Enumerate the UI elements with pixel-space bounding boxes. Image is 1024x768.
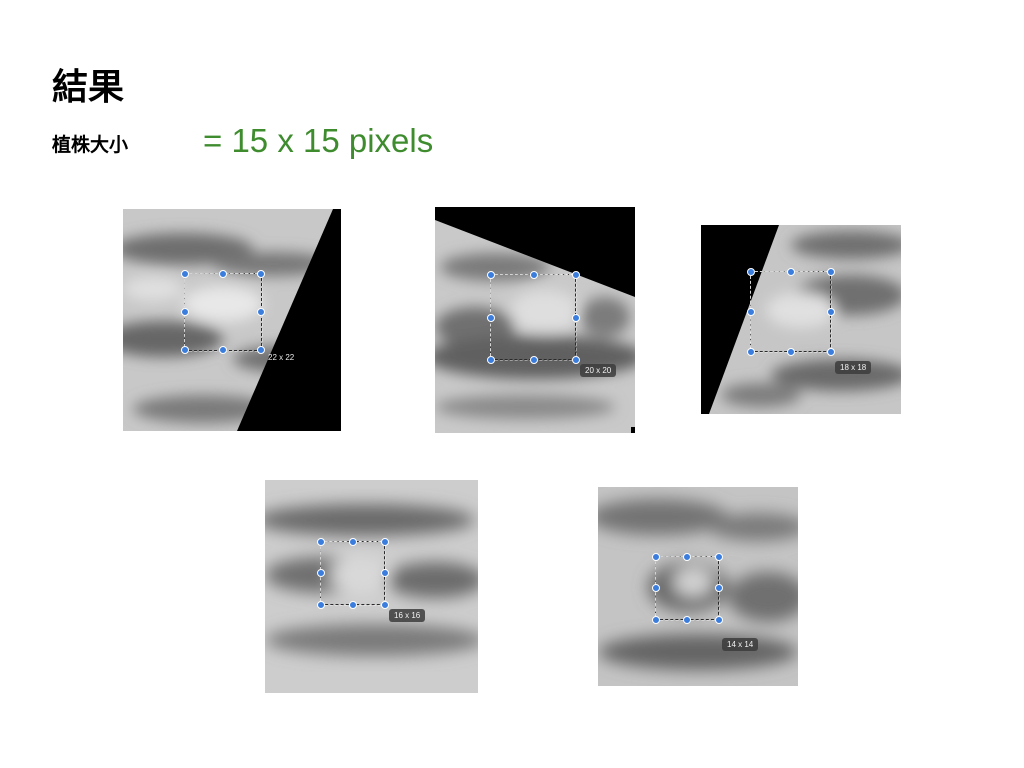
selection-box-2[interactable] bbox=[490, 274, 576, 360]
resize-handle[interactable] bbox=[715, 616, 723, 624]
resize-handle[interactable] bbox=[257, 270, 265, 278]
selection-box-5[interactable] bbox=[655, 556, 719, 620]
resize-handle[interactable] bbox=[652, 584, 660, 592]
crop-image-4: 16 x 16 bbox=[265, 480, 478, 693]
resize-handle[interactable] bbox=[572, 271, 580, 279]
resize-handle[interactable] bbox=[683, 553, 691, 561]
crop-image-2: 20 x 20 bbox=[435, 207, 635, 433]
resize-handle[interactable] bbox=[683, 616, 691, 624]
resize-handle[interactable] bbox=[652, 553, 660, 561]
selection-box-4[interactable] bbox=[320, 541, 385, 605]
selection-box-1[interactable] bbox=[184, 273, 262, 351]
resize-handle[interactable] bbox=[381, 601, 389, 609]
resize-handle[interactable] bbox=[181, 270, 189, 278]
resize-handle[interactable] bbox=[317, 601, 325, 609]
plant-size-label: 植株大小 bbox=[52, 134, 129, 156]
resize-handle[interactable] bbox=[487, 314, 495, 322]
resize-handle[interactable] bbox=[349, 538, 357, 546]
crop-image-3: 18 x 18 bbox=[701, 225, 901, 414]
resize-handle[interactable] bbox=[381, 569, 389, 577]
crop-image-5: 14 x 14 bbox=[598, 487, 798, 686]
resize-handle[interactable] bbox=[317, 538, 325, 546]
resize-handle[interactable] bbox=[715, 553, 723, 561]
size-badge: 20 x 20 bbox=[580, 364, 617, 377]
resize-handle[interactable] bbox=[827, 308, 835, 316]
resize-handle[interactable] bbox=[381, 538, 389, 546]
resize-handle[interactable] bbox=[487, 271, 495, 279]
resize-handle[interactable] bbox=[652, 616, 660, 624]
size-badge: 18 x 18 bbox=[835, 361, 872, 374]
resize-handle[interactable] bbox=[827, 268, 835, 276]
resize-handle[interactable] bbox=[181, 308, 189, 316]
resize-handle[interactable] bbox=[747, 308, 755, 316]
resize-handle[interactable] bbox=[219, 270, 227, 278]
size-badge: 22 x 22 bbox=[268, 353, 295, 362]
resize-handle[interactable] bbox=[219, 346, 227, 354]
selection-box-3[interactable] bbox=[750, 271, 831, 352]
resize-handle[interactable] bbox=[317, 569, 325, 577]
resize-handle[interactable] bbox=[572, 314, 580, 322]
resize-handle[interactable] bbox=[572, 356, 580, 364]
resize-handle[interactable] bbox=[747, 268, 755, 276]
resize-handle[interactable] bbox=[530, 356, 538, 364]
resize-handle[interactable] bbox=[715, 584, 723, 592]
slide-title: 結果 bbox=[52, 67, 125, 108]
resize-handle[interactable] bbox=[787, 268, 795, 276]
resize-handle[interactable] bbox=[487, 356, 495, 364]
resize-handle[interactable] bbox=[257, 308, 265, 316]
resize-handle[interactable] bbox=[530, 271, 538, 279]
resize-handle[interactable] bbox=[747, 348, 755, 356]
resize-handle[interactable] bbox=[787, 348, 795, 356]
resize-handle[interactable] bbox=[257, 346, 265, 354]
size-badge: 16 x 16 bbox=[389, 609, 426, 622]
size-badge: 14 x 14 bbox=[722, 638, 759, 651]
crop-image-1: 22 x 22 bbox=[123, 209, 341, 431]
resize-handle[interactable] bbox=[827, 348, 835, 356]
plant-size-value: = 15 x 15 pixels bbox=[203, 122, 434, 159]
resize-handle[interactable] bbox=[349, 601, 357, 609]
resize-handle[interactable] bbox=[181, 346, 189, 354]
